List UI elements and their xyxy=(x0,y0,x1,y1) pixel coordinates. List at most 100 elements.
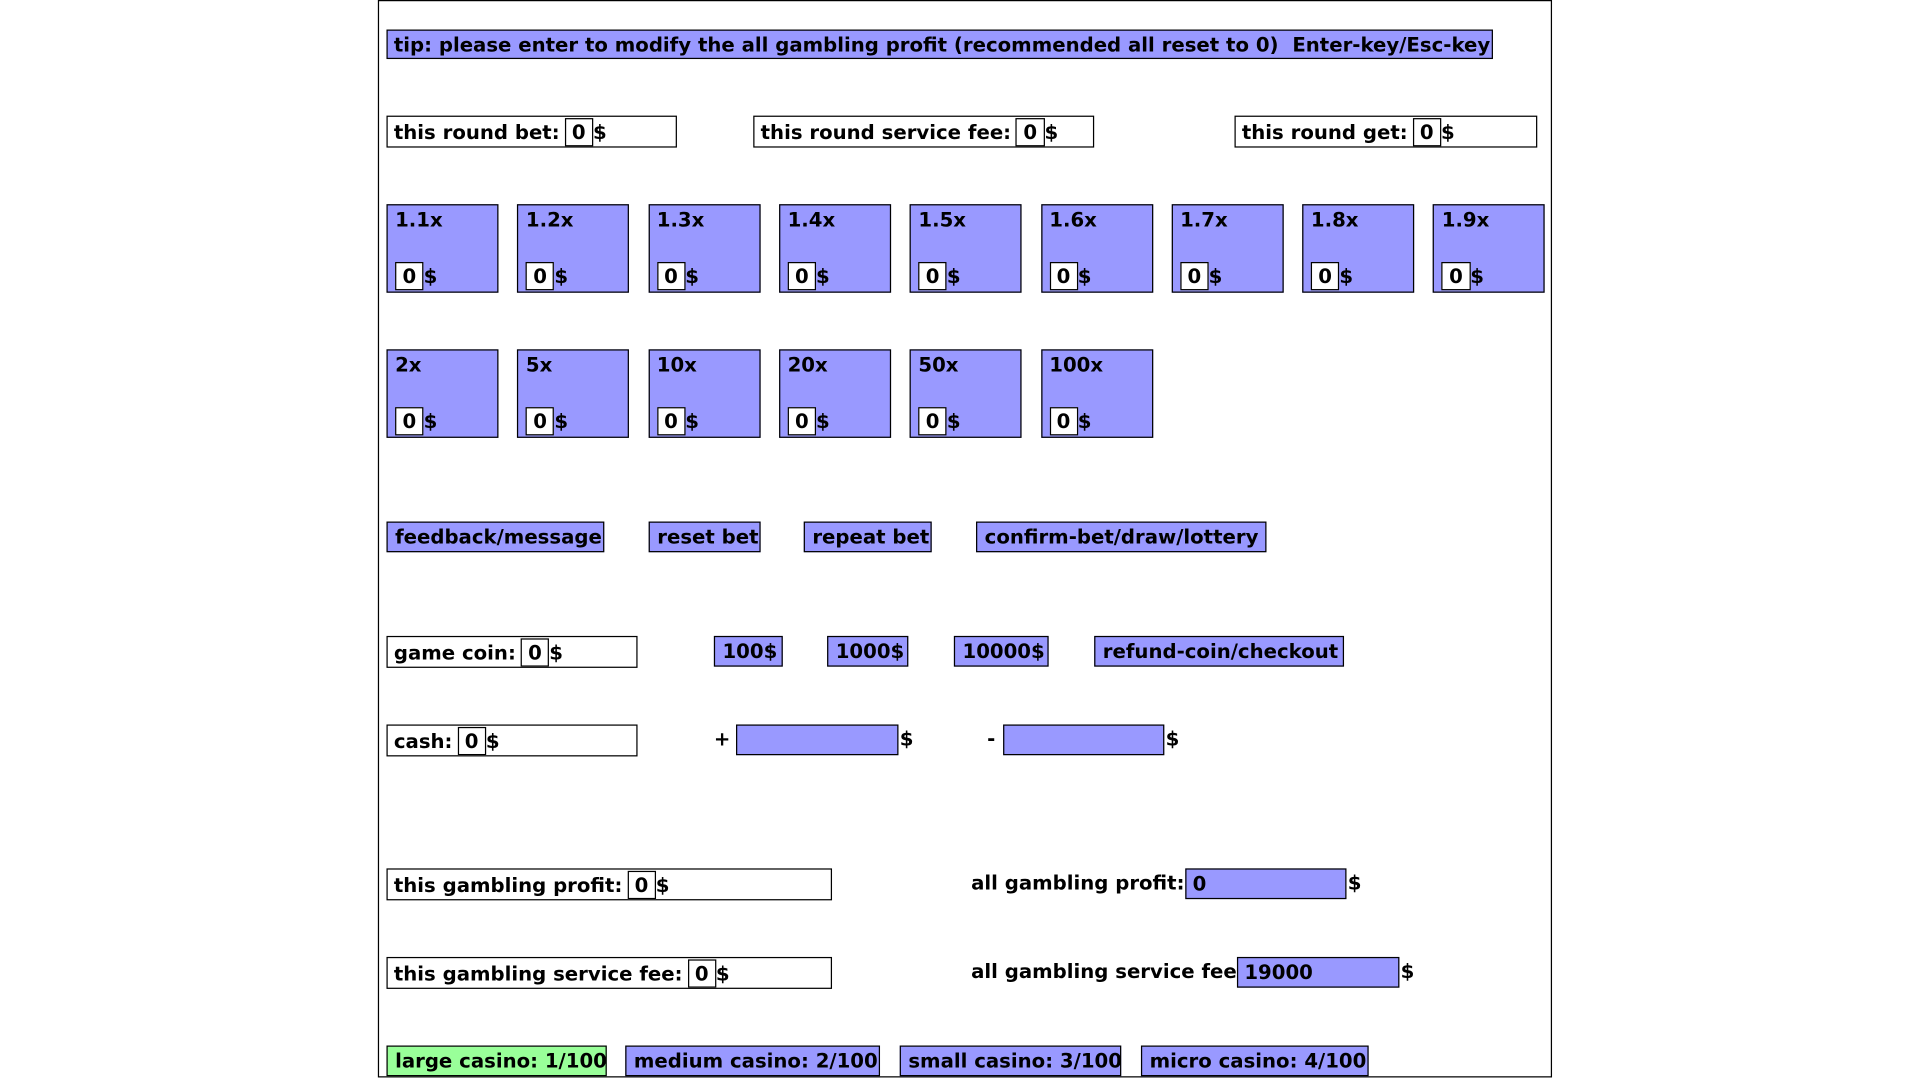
currency-label: $ xyxy=(655,872,670,897)
multiplier-bet: 0 $ xyxy=(1180,261,1223,291)
multiplier-bet-input[interactable]: 0 xyxy=(525,261,555,291)
multiplier-label: 100x xyxy=(1049,353,1104,377)
multiplier-bet: 0 $ xyxy=(918,261,961,291)
currency-label: $ xyxy=(549,640,563,664)
multiplier-label: 50x xyxy=(918,353,959,377)
this-profit-label: this gambling profit: xyxy=(393,872,623,897)
multiplier-bet: 0 $ xyxy=(525,261,569,291)
repeat-bet-button[interactable]: repeat bet xyxy=(803,521,932,553)
multiplier-tile[interactable]: 1.9x 0 $ xyxy=(1433,204,1546,293)
currency-label: $ xyxy=(1400,959,1415,983)
currency-label: $ xyxy=(1339,264,1354,288)
multiplier-tile[interactable]: 100x 0 $ xyxy=(1040,349,1153,438)
round-get-input[interactable]: 0 xyxy=(1412,117,1442,146)
confirm-bet-button[interactable]: confirm-bet/draw/lottery xyxy=(976,521,1267,553)
round-get-label: this round get: xyxy=(1241,119,1408,144)
casino-small-button[interactable]: small casino: 3/100 xyxy=(899,1045,1122,1077)
multiplier-label: 1.4x xyxy=(787,207,836,232)
multiplier-label: 1.6x xyxy=(1049,207,1097,232)
buy-100-button[interactable]: 100$ xyxy=(713,635,783,667)
casino-medium-button[interactable]: medium casino: 2/100 xyxy=(625,1045,881,1077)
currency-label: $ xyxy=(685,409,699,433)
multiplier-bet-input[interactable]: 0 xyxy=(395,407,424,436)
multiplier-bet-input[interactable]: 0 xyxy=(656,261,686,291)
multiplier-tile[interactable]: 1.5x 0 $ xyxy=(909,204,1022,293)
multiplier-bet: 0 $ xyxy=(918,407,961,436)
multiplier-bet-input[interactable]: 0 xyxy=(1049,261,1078,291)
feedback-button[interactable]: feedback/message xyxy=(386,521,605,553)
multiplier-bet-input[interactable]: 0 xyxy=(525,407,555,436)
multiplier-bet: 0 $ xyxy=(787,261,830,291)
multiplier-tile[interactable]: 1.6x 0 $ xyxy=(1040,204,1153,293)
multiplier-bet: 0 $ xyxy=(787,407,830,436)
round-get-field: this round get: 0 $ xyxy=(1234,115,1538,148)
round-bet-input[interactable]: 0 xyxy=(564,117,593,146)
round-fee-label: this round service fee: xyxy=(760,119,1012,144)
round-fee-input[interactable]: 0 xyxy=(1015,117,1045,146)
multiplier-tile[interactable]: 1.2x 0 $ xyxy=(517,204,630,293)
multiplier-tile[interactable]: 20x 0 $ xyxy=(778,349,891,438)
multiplier-tile[interactable]: 1.4x 0 $ xyxy=(778,204,891,293)
multiplier-label: 2x xyxy=(395,353,422,377)
multiplier-label: 1.1x xyxy=(395,207,443,232)
multiplier-bet: 0 $ xyxy=(1049,407,1092,436)
currency-label: $ xyxy=(1208,264,1223,288)
multiplier-tile[interactable]: 1.3x 0 $ xyxy=(648,204,761,293)
currency-label: $ xyxy=(1441,119,1455,144)
this-profit-input[interactable]: 0 xyxy=(627,870,656,899)
multiplier-bet-input[interactable]: 0 xyxy=(1049,407,1078,436)
multiplier-label: 1.8x xyxy=(1310,207,1359,232)
multiplier-tile[interactable]: 1.7x 0 $ xyxy=(1171,204,1284,293)
currency-label: $ xyxy=(1470,264,1484,288)
multiplier-label: 1.9x xyxy=(1441,207,1490,232)
multiplier-bet-input[interactable]: 0 xyxy=(1180,261,1209,291)
this-fee-input[interactable]: 0 xyxy=(687,958,716,988)
multiplier-tile[interactable]: 5x 0 $ xyxy=(517,349,630,438)
multiplier-bet: 0 $ xyxy=(1310,261,1354,291)
cash-subtract-input[interactable] xyxy=(1003,724,1165,756)
casino-large-button[interactable]: large casino: 1/100 xyxy=(386,1045,607,1077)
multiplier-tile[interactable]: 50x 0 $ xyxy=(909,349,1022,438)
multiplier-bet-input[interactable]: 0 xyxy=(918,407,947,436)
all-fee-input[interactable]: 19000 xyxy=(1236,956,1400,988)
multiplier-bet-input[interactable]: 0 xyxy=(787,261,817,291)
currency-label: $ xyxy=(554,264,569,288)
round-bet-label: this round bet: xyxy=(393,119,560,144)
multiplier-label: 1.5x xyxy=(918,207,967,232)
cash-input[interactable]: 0 xyxy=(457,726,486,755)
refund-checkout-button[interactable]: refund-coin/checkout xyxy=(1094,635,1345,667)
multiplier-bet: 0 $ xyxy=(395,407,438,436)
currency-label: $ xyxy=(1077,264,1092,288)
reset-bet-button[interactable]: reset bet xyxy=(648,521,761,553)
tip-bar: tip: please enter to modify the all gamb… xyxy=(386,29,1493,60)
multiplier-bet: 0 $ xyxy=(525,407,568,436)
buy-10000-button[interactable]: 10000$ xyxy=(953,635,1049,667)
currency-label: $ xyxy=(423,409,438,433)
multiplier-bet-input[interactable]: 0 xyxy=(918,261,947,291)
game-coin-input[interactable]: 0 xyxy=(520,637,550,667)
currency-label: $ xyxy=(899,726,914,751)
multiplier-bet: 0 $ xyxy=(395,261,437,291)
multiplier-tile[interactable]: 2x 0 $ xyxy=(386,349,499,438)
multiplier-bet-input[interactable]: 0 xyxy=(1310,261,1340,291)
all-profit-input[interactable]: 0 xyxy=(1185,868,1347,900)
multiplier-bet: 0 $ xyxy=(656,407,699,436)
cash-add-input[interactable] xyxy=(736,724,899,756)
currency-label: $ xyxy=(1044,119,1059,144)
multiplier-tile[interactable]: 1.1x 0 $ xyxy=(386,204,499,293)
minus-label: - xyxy=(987,726,996,751)
multiplier-bet: 0 $ xyxy=(656,261,699,291)
currency-label: $ xyxy=(946,264,961,288)
multiplier-bet-input[interactable]: 0 xyxy=(395,261,424,291)
multiplier-tile[interactable]: 10x 0 $ xyxy=(648,349,761,438)
multiplier-bet-input[interactable]: 0 xyxy=(656,407,686,436)
multiplier-bet-input[interactable]: 0 xyxy=(787,407,817,436)
buy-1000-button[interactable]: 1000$ xyxy=(827,635,909,667)
multiplier-tile[interactable]: 1.8x 0 $ xyxy=(1302,204,1415,293)
casino-micro-button[interactable]: micro casino: 4/100 xyxy=(1140,1045,1369,1077)
multiplier-bet-input[interactable]: 0 xyxy=(1441,261,1471,291)
multiplier-label: 5x xyxy=(525,353,553,377)
currency-label: $ xyxy=(1077,409,1092,433)
game-coin-field: game coin: 0 $ xyxy=(386,635,638,668)
multiplier-label: 1.7x xyxy=(1180,207,1228,232)
